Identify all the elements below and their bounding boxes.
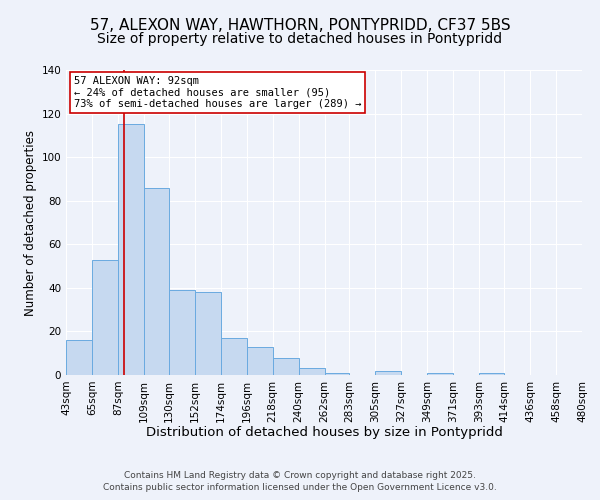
Bar <box>376 370 401 375</box>
Text: 57, ALEXON WAY, HAWTHORN, PONTYPRIDD, CF37 5BS: 57, ALEXON WAY, HAWTHORN, PONTYPRIDD, CF… <box>89 18 511 32</box>
Text: 57 ALEXON WAY: 92sqm
← 24% of detached houses are smaller (95)
73% of semi-detac: 57 ALEXON WAY: 92sqm ← 24% of detached h… <box>74 76 361 110</box>
Bar <box>118 124 144 375</box>
Bar <box>66 340 92 375</box>
Bar <box>195 292 221 375</box>
Bar <box>427 373 453 375</box>
Bar <box>144 188 169 375</box>
X-axis label: Distribution of detached houses by size in Pontypridd: Distribution of detached houses by size … <box>146 426 502 439</box>
Bar <box>169 290 195 375</box>
Text: Contains HM Land Registry data © Crown copyright and database right 2025.
Contai: Contains HM Land Registry data © Crown c… <box>103 471 497 492</box>
Bar <box>299 368 325 375</box>
Bar <box>92 260 118 375</box>
Bar <box>221 338 247 375</box>
Bar <box>479 373 504 375</box>
Bar <box>325 373 349 375</box>
Text: Size of property relative to detached houses in Pontypridd: Size of property relative to detached ho… <box>97 32 503 46</box>
Bar <box>247 346 272 375</box>
Y-axis label: Number of detached properties: Number of detached properties <box>24 130 37 316</box>
Bar <box>272 358 299 375</box>
